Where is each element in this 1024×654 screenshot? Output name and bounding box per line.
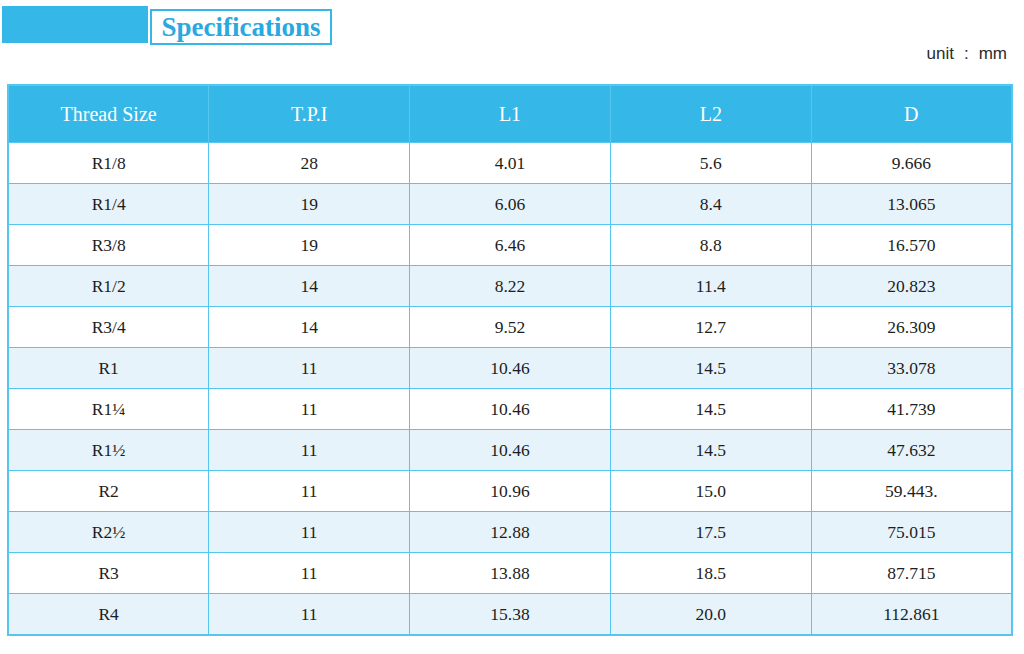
column-header-l1: L1: [410, 85, 611, 143]
cell-l2: 14.5: [610, 430, 811, 471]
cell-l2: 5.6: [610, 143, 811, 184]
cell-thread-size: R4: [8, 594, 209, 636]
cell-tpi: 28: [209, 143, 410, 184]
cell-d: 41.739: [811, 389, 1012, 430]
cell-thread-size: R1/2: [8, 266, 209, 307]
cell-l2: 8.4: [610, 184, 811, 225]
column-header-d: D: [811, 85, 1012, 143]
cell-l2: 15.0: [610, 471, 811, 512]
cell-tpi: 11: [209, 389, 410, 430]
cell-l2: 14.5: [610, 389, 811, 430]
cell-thread-size: R1¼: [8, 389, 209, 430]
cell-thread-size: R3/4: [8, 307, 209, 348]
table-row: R2 11 10.96 15.0 59.443.: [8, 471, 1012, 512]
cell-d: 59.443.: [811, 471, 1012, 512]
cell-l1: 9.52: [410, 307, 611, 348]
cell-tpi: 14: [209, 266, 410, 307]
table-row: R1¼ 11 10.46 14.5 41.739: [8, 389, 1012, 430]
cell-d: 33.078: [811, 348, 1012, 389]
cell-d: 75.015: [811, 512, 1012, 553]
table-row: R3/4 14 9.52 12.7 26.309: [8, 307, 1012, 348]
table-row: R1½ 11 10.46 14.5 47.632: [8, 430, 1012, 471]
table-row: R1/2 14 8.22 11.4 20.823: [8, 266, 1012, 307]
unit-value: mm: [979, 44, 1007, 64]
cell-d: 87.715: [811, 553, 1012, 594]
column-header-thread-size: Thread Size: [8, 85, 209, 143]
cell-l2: 14.5: [610, 348, 811, 389]
cell-thread-size: R1/8: [8, 143, 209, 184]
cell-thread-size: R2½: [8, 512, 209, 553]
unit-separator: :: [964, 44, 969, 64]
cell-l1: 15.38: [410, 594, 611, 636]
page-title: Specifications: [162, 14, 321, 41]
cell-l2: 20.0: [610, 594, 811, 636]
table-row: R4 11 15.38 20.0 112.861: [8, 594, 1012, 636]
table-row: R2½ 11 12.88 17.5 75.015: [8, 512, 1012, 553]
table-row: R1 11 10.46 14.5 33.078: [8, 348, 1012, 389]
cell-thread-size: R1/4: [8, 184, 209, 225]
cell-l1: 12.88: [410, 512, 611, 553]
cell-l1: 10.46: [410, 348, 611, 389]
unit-note: unit : mm: [927, 44, 1007, 64]
cell-d: 16.570: [811, 225, 1012, 266]
cell-tpi: 11: [209, 512, 410, 553]
cell-tpi: 11: [209, 348, 410, 389]
cell-d: 13.065: [811, 184, 1012, 225]
cell-d: 20.823: [811, 266, 1012, 307]
cell-tpi: 19: [209, 225, 410, 266]
cell-tpi: 11: [209, 553, 410, 594]
cell-l2: 11.4: [610, 266, 811, 307]
cell-tpi: 19: [209, 184, 410, 225]
cell-l1: 10.46: [410, 430, 611, 471]
cell-d: 9.666: [811, 143, 1012, 184]
cell-l2: 18.5: [610, 553, 811, 594]
cell-tpi: 11: [209, 430, 410, 471]
cell-l2: 17.5: [610, 512, 811, 553]
cell-l1: 10.46: [410, 389, 611, 430]
title-box: Specifications: [150, 9, 332, 45]
table-header-row: Thread Size T.P.I L1 L2 D: [8, 85, 1012, 143]
cell-l2: 12.7: [610, 307, 811, 348]
cell-tpi: 11: [209, 471, 410, 512]
title-accent-bar: [2, 6, 148, 43]
cell-d: 26.309: [811, 307, 1012, 348]
cell-l1: 6.06: [410, 184, 611, 225]
cell-thread-size: R1: [8, 348, 209, 389]
cell-l1: 6.46: [410, 225, 611, 266]
cell-thread-size: R3/8: [8, 225, 209, 266]
cell-l2: 8.8: [610, 225, 811, 266]
cell-l1: 13.88: [410, 553, 611, 594]
cell-thread-size: R1½: [8, 430, 209, 471]
specifications-table: Thread Size T.P.I L1 L2 D R1/8 28 4.01 5…: [7, 84, 1013, 636]
cell-l1: 10.96: [410, 471, 611, 512]
column-header-l2: L2: [610, 85, 811, 143]
cell-thread-size: R3: [8, 553, 209, 594]
cell-l1: 8.22: [410, 266, 611, 307]
table-row: R1/8 28 4.01 5.6 9.666: [8, 143, 1012, 184]
table-row: R1/4 19 6.06 8.4 13.065: [8, 184, 1012, 225]
cell-tpi: 11: [209, 594, 410, 636]
table-row: R3/8 19 6.46 8.8 16.570: [8, 225, 1012, 266]
page: Specifications unit : mm Thread Size T.P…: [0, 0, 1024, 654]
column-header-tpi: T.P.I: [209, 85, 410, 143]
unit-label: unit: [927, 44, 954, 64]
cell-thread-size: R2: [8, 471, 209, 512]
cell-d: 112.861: [811, 594, 1012, 636]
cell-l1: 4.01: [410, 143, 611, 184]
table-row: R3 11 13.88 18.5 87.715: [8, 553, 1012, 594]
cell-d: 47.632: [811, 430, 1012, 471]
cell-tpi: 14: [209, 307, 410, 348]
